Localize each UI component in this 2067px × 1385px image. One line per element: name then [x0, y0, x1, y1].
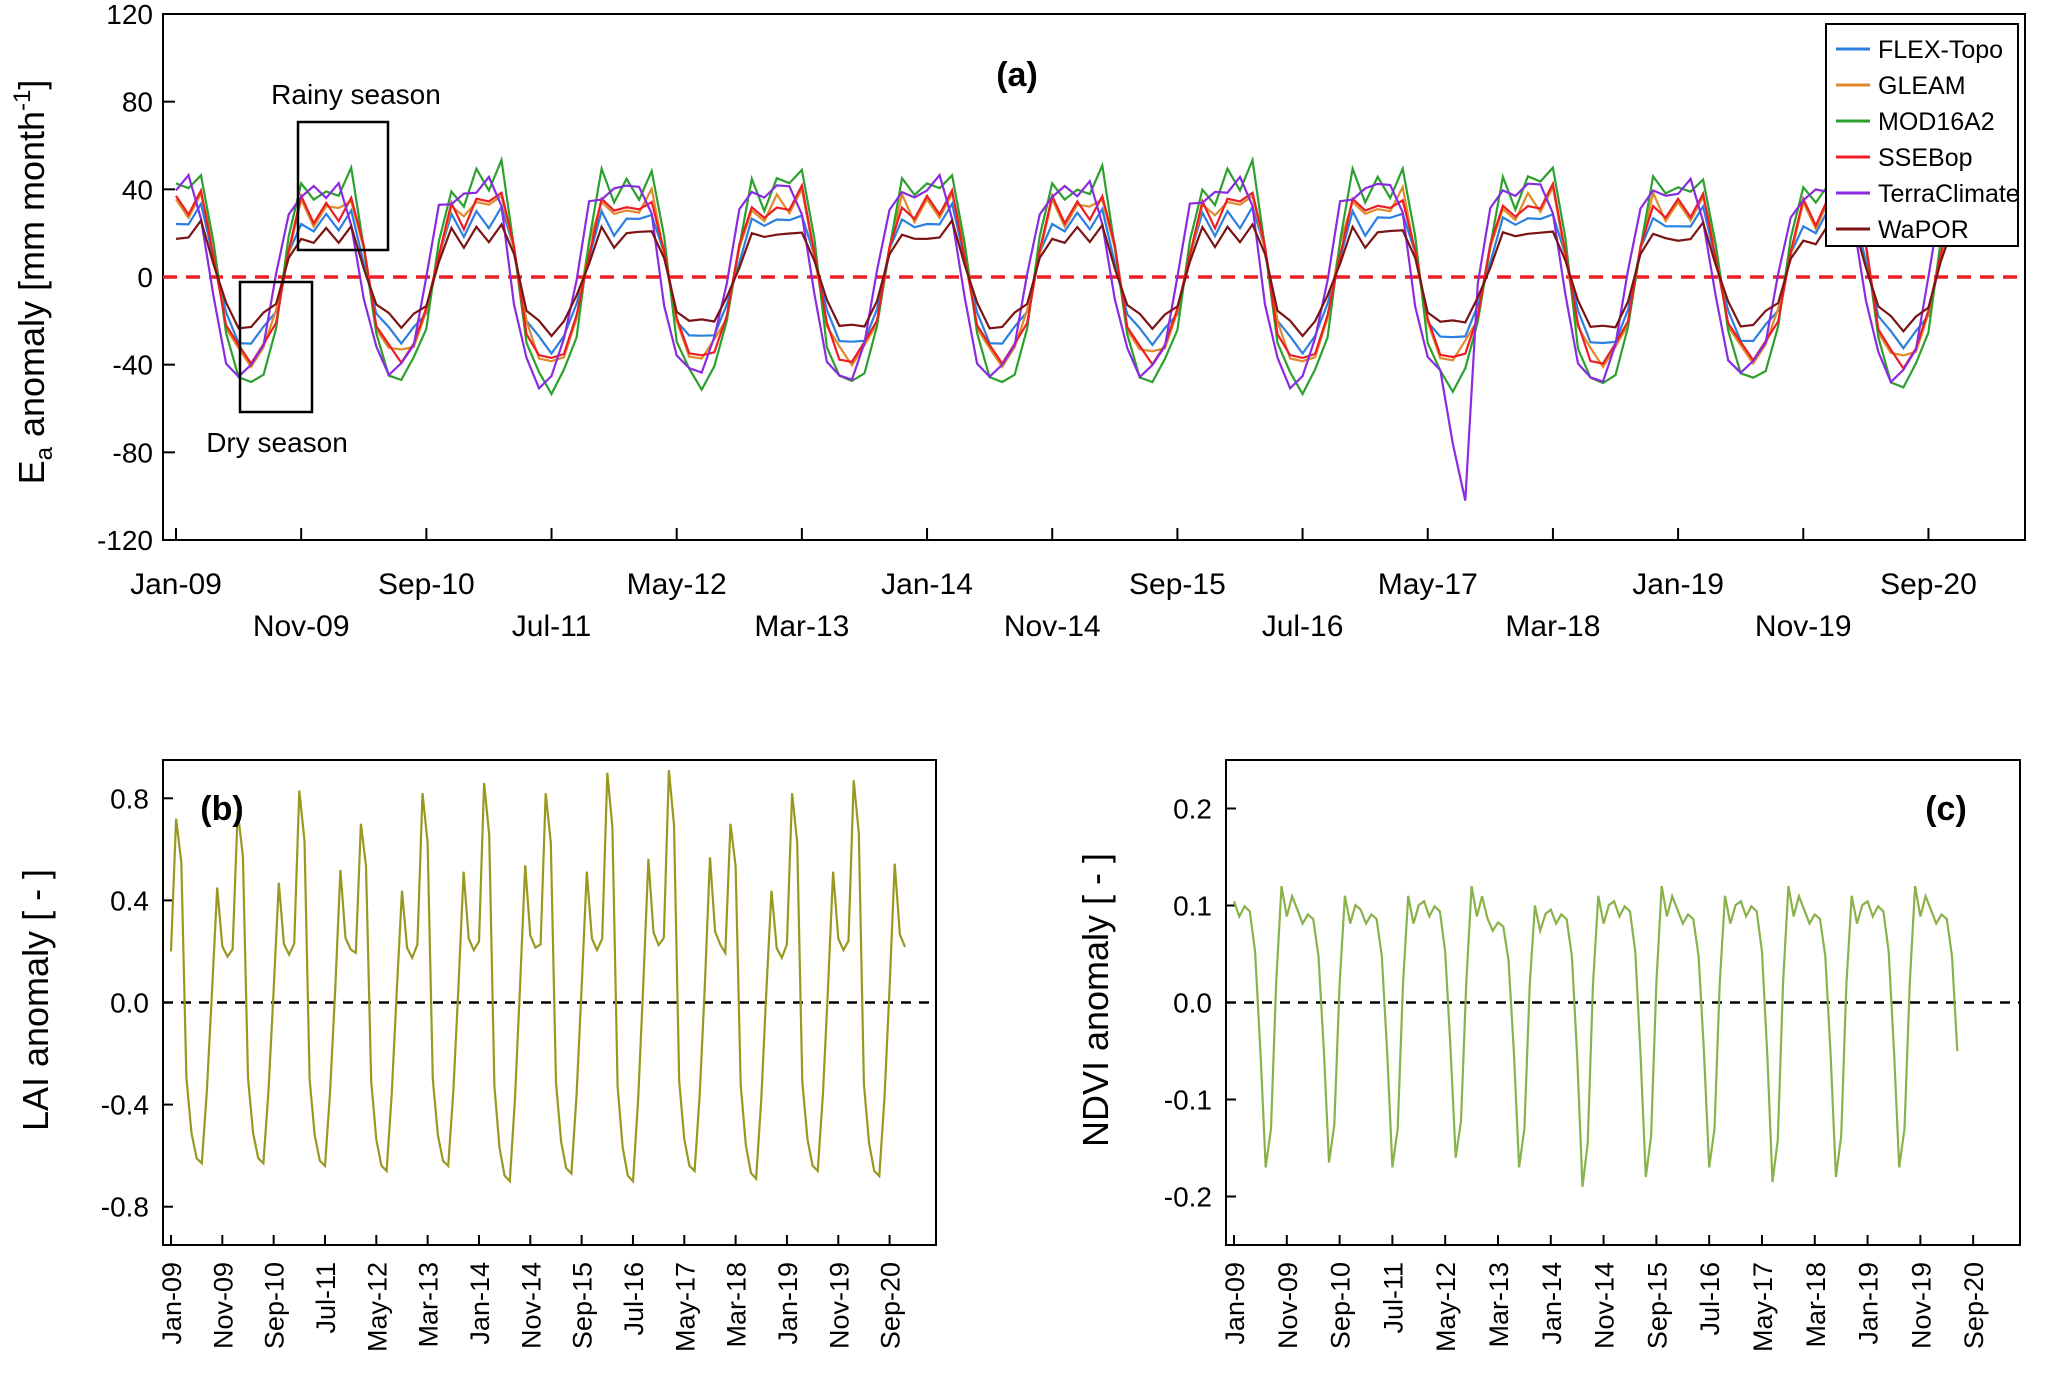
- x-tick-label-a: Jul-16: [1262, 610, 1344, 643]
- x-tick-label-b: Mar-18: [722, 1262, 752, 1348]
- panel-b: 0.8 0.4 0.0 -0.4 -0.8 Jan-09 Nov-09 Sep-10 Jul-1…: [15, 759, 937, 1352]
- x-tick-label-a: May-12: [627, 568, 727, 601]
- y-axis-label-a-end: ]: [11, 80, 52, 90]
- legend-entry: FLEX-Topo: [1878, 36, 2003, 64]
- series-line-b: [169, 770, 907, 1184]
- x-tick-label-c: Jan-19: [1854, 1262, 1884, 1345]
- y-axis-label-c: NDVI anomaly [ - ]: [1075, 853, 1116, 1147]
- y-tick-label-b: 0.8: [110, 783, 149, 814]
- x-tick-label-a: Sep-20: [1880, 568, 1977, 601]
- x-tick-label-a: May-17: [1378, 568, 1478, 601]
- y-tick-label-b: -0.4: [101, 1090, 149, 1121]
- dry-season-box: [238, 280, 314, 414]
- y-tick-label-a: 120: [106, 0, 153, 30]
- y-tick-label-a: 80: [122, 87, 153, 118]
- y-tick-label-b: -0.8: [101, 1192, 149, 1223]
- y-tick-label-c: -0.1: [1164, 1085, 1212, 1116]
- x-tick-label-b: Jul-16: [619, 1262, 649, 1336]
- x-tick-label-c: Nov-19: [1906, 1262, 1936, 1349]
- x-tick-label-a: Nov-09: [253, 610, 350, 643]
- legend-entry: WaPOR: [1878, 216, 1969, 244]
- x-tick-label-c: May-17: [1748, 1262, 1778, 1352]
- y-tick-label-a: 40: [122, 174, 153, 205]
- y-tick-label-c: 0.0: [1173, 988, 1212, 1019]
- x-tick-label-b: Mar-13: [414, 1262, 444, 1348]
- y-tick-label-c: 0.2: [1173, 794, 1212, 825]
- x-tick-label-c: Jul-11: [1378, 1262, 1408, 1334]
- rainy-season-box: [296, 120, 390, 252]
- x-tick-label-c: May-12: [1431, 1262, 1461, 1352]
- rainy-season-label: Rainy season: [271, 79, 441, 110]
- panel-c: 0.2 0.1 0.0 -0.1 -0.2 Jan-09 Nov-09 Sep-10 Jul-1…: [1075, 759, 2021, 1352]
- x-tick-label-c: Jul-16: [1695, 1262, 1725, 1336]
- series-line-mod16a2: [175, 155, 1967, 397]
- series-line-terraclimate: [175, 172, 1967, 501]
- x-tick-label-b: Jan-14: [465, 1262, 495, 1345]
- x-tick-label-a: Mar-18: [1505, 610, 1600, 643]
- y-tick-label-a: -40: [113, 350, 153, 381]
- x-tick-label-c: Jan-09: [1220, 1262, 1250, 1345]
- x-tick-label-b: Nov-09: [208, 1262, 238, 1349]
- y-tick-label-b: 0.0: [110, 988, 149, 1019]
- x-tick-label-a: Sep-10: [378, 568, 475, 601]
- x-tick-label-a: Mar-13: [754, 610, 849, 643]
- x-tick-label-c: Sep-15: [1642, 1262, 1672, 1349]
- y-tick-label-b: 0.4: [110, 885, 149, 916]
- panel-label-c: (c): [1925, 790, 1967, 828]
- y-axis-label-b: LAI anomaly [ - ]: [15, 869, 56, 1131]
- x-tick-label-c: Sep-20: [1959, 1262, 1989, 1349]
- x-tick-label-a: Nov-19: [1755, 610, 1852, 643]
- x-tick-label-a: Jan-09: [130, 568, 222, 601]
- legend-entry: TerraClimate: [1878, 180, 2020, 208]
- y-tick-label-a: -120: [97, 525, 153, 556]
- x-tick-label-c: Sep-10: [1326, 1262, 1356, 1349]
- y-tick-label-c: -0.2: [1164, 1182, 1212, 1213]
- x-tick-label-b: Nov-14: [516, 1262, 546, 1349]
- y-axis-label-a-sup: -1: [9, 90, 36, 111]
- y-tick-label-c: 0.1: [1173, 891, 1212, 922]
- legend-entry: MOD16A2: [1878, 108, 1995, 136]
- x-tick-label-a: Jul-11: [512, 610, 591, 643]
- x-tick-label-c: Jan-14: [1537, 1262, 1567, 1345]
- x-tick-label-b: Jan-19: [773, 1262, 803, 1345]
- x-tick-label-c: Mar-13: [1484, 1262, 1514, 1348]
- legend-entry: GLEAM: [1878, 72, 1966, 100]
- series-line-c: [1232, 885, 1959, 1187]
- x-tick-label-b: Jan-09: [157, 1262, 187, 1345]
- x-tick-label-a: Nov-14: [1004, 610, 1101, 643]
- x-tick-label-b: May-12: [362, 1262, 392, 1352]
- panel-label-b: (b): [200, 790, 243, 828]
- legend-entry: SSEBop: [1878, 144, 1973, 172]
- y-axis-label-a-rest: anomaly [mm month: [11, 111, 52, 447]
- x-tick-label-a: Jan-19: [1632, 568, 1724, 601]
- x-tick-label-a: Jan-14: [881, 568, 973, 601]
- x-tick-label-b: May-17: [670, 1262, 700, 1352]
- y-axis-label-a-sub: a: [31, 446, 58, 460]
- x-tick-label-b: Sep-15: [568, 1262, 598, 1349]
- x-tick-label-b: Sep-10: [260, 1262, 290, 1349]
- series-line-wapor: [175, 218, 1967, 338]
- y-tick-label-a: -80: [113, 437, 153, 468]
- x-tick-label-b: Nov-19: [824, 1262, 854, 1349]
- x-tick-label-c: Nov-14: [1590, 1262, 1620, 1349]
- panel-label-a: (a): [996, 56, 1038, 94]
- x-tick-label-b: Sep-20: [876, 1262, 906, 1349]
- y-axis-label-a: Ea anomaly [mm month-1]: [9, 80, 58, 485]
- series-line-ssebop: [175, 180, 1968, 371]
- dry-season-label: Dry season: [206, 427, 348, 458]
- x-tick-label-b: Jul-11: [311, 1262, 341, 1334]
- y-tick-label-a: 0: [137, 262, 153, 293]
- x-tick-label-c: Nov-09: [1273, 1262, 1303, 1349]
- y-axis-label-a-main: E: [11, 460, 52, 484]
- x-tick-label-c: Mar-18: [1801, 1262, 1831, 1348]
- panel-a: 120 80 40 0 -40 -80 -120 Jan-09 Sep-10 May-12 Jan-…: [9, 0, 2026, 643]
- legend-box: [1825, 23, 2019, 247]
- x-tick-label-a: Sep-15: [1129, 568, 1226, 601]
- series-line-flex-topo: [175, 200, 1967, 356]
